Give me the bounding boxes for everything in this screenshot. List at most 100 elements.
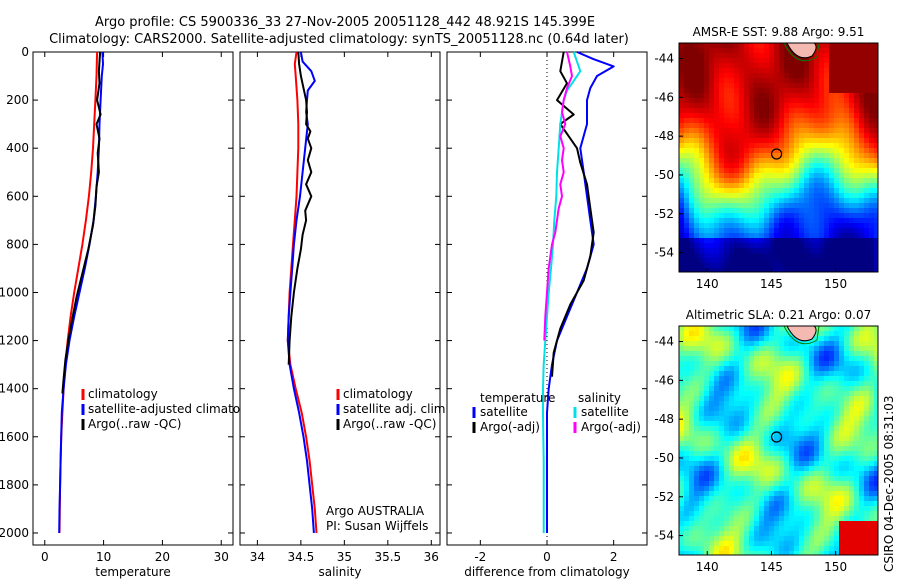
sla-map-cell bbox=[839, 511, 845, 517]
sst-map-cell bbox=[799, 93, 805, 99]
sst-map-cell bbox=[839, 233, 845, 239]
sla-map-cell bbox=[694, 326, 700, 332]
sla-map-cell bbox=[774, 356, 780, 362]
sla-map-cell bbox=[749, 366, 755, 372]
sst-map-cell bbox=[809, 78, 815, 84]
sst-map-cell bbox=[714, 103, 720, 109]
sst-map-cell bbox=[794, 73, 800, 79]
sla-map-cell bbox=[699, 366, 705, 372]
sla-map-cell bbox=[689, 521, 695, 527]
sst-map-cell bbox=[784, 213, 790, 219]
sla-map-cell bbox=[814, 421, 820, 427]
sla-map-cell bbox=[779, 376, 785, 382]
sla-map-cell bbox=[744, 366, 750, 372]
sla-map-cell bbox=[719, 336, 725, 342]
sst-map-cell bbox=[724, 73, 730, 79]
sst-map-cell bbox=[699, 198, 705, 204]
sla-map-cell bbox=[679, 371, 685, 377]
sla-map-cell bbox=[789, 421, 795, 427]
sst-map-y-tick-label: -54 bbox=[654, 246, 674, 260]
sla-map-cell bbox=[724, 341, 730, 347]
sst-map-cell bbox=[829, 193, 835, 199]
temperature-x-axis-label: temperature bbox=[95, 565, 170, 579]
sla-map-cell bbox=[794, 346, 800, 352]
sla-map-cell bbox=[684, 486, 690, 492]
sst-map-cell bbox=[824, 233, 830, 239]
sst-map-cell bbox=[799, 78, 805, 84]
sst-map-cell bbox=[679, 123, 685, 129]
sst-map-cell bbox=[759, 148, 765, 154]
sst-map-cell bbox=[789, 78, 795, 84]
sla-map-cell bbox=[709, 476, 715, 482]
sst-map-cell bbox=[729, 143, 735, 149]
sla-map-cell bbox=[754, 421, 760, 427]
sst-map-y-tick-label: -44 bbox=[654, 52, 674, 66]
sla-map-cell bbox=[854, 521, 860, 527]
sst-map-cell bbox=[824, 78, 830, 84]
sla-map-cell bbox=[724, 386, 730, 392]
sla-map-cell bbox=[759, 376, 765, 382]
sla-map-cell bbox=[869, 331, 875, 337]
sla-map-cell bbox=[819, 361, 825, 367]
sla-map-cell bbox=[824, 331, 830, 337]
sst-map-cell bbox=[774, 43, 780, 49]
sst-map-cell bbox=[774, 158, 780, 164]
sla-map-cell bbox=[764, 436, 770, 442]
sst-map-cell bbox=[739, 163, 745, 169]
sst-map-cell bbox=[689, 108, 695, 114]
sla-map-cell bbox=[824, 501, 830, 507]
sla-map-cell bbox=[834, 506, 840, 512]
sst-map-cell bbox=[814, 58, 820, 64]
sla-map-cell bbox=[859, 531, 865, 537]
sst-map-cell bbox=[769, 213, 775, 219]
sst-map-cell bbox=[764, 198, 770, 204]
sla-map-cell bbox=[809, 486, 815, 492]
sla-map-cell bbox=[699, 501, 705, 507]
sst-map-cell bbox=[814, 138, 820, 144]
depth-tick-label: 0 bbox=[21, 45, 29, 59]
sst-map-cell bbox=[684, 148, 690, 154]
sla-map-cell bbox=[834, 541, 840, 547]
sst-map-cell bbox=[689, 243, 695, 249]
sla-map-cell bbox=[729, 486, 735, 492]
sst-map-cell bbox=[794, 183, 800, 189]
sst-map-cell bbox=[689, 188, 695, 194]
sla-map-cell bbox=[704, 336, 710, 342]
sla-map-cell bbox=[829, 356, 835, 362]
sla-map-cell bbox=[704, 551, 710, 556]
sla-map-cell bbox=[869, 486, 875, 492]
sla-map-cell bbox=[794, 351, 800, 357]
sst-map-cell bbox=[809, 128, 815, 134]
sla-map-cell bbox=[829, 386, 835, 392]
sst-map-cell bbox=[824, 73, 830, 79]
sst-map-cell bbox=[849, 143, 855, 149]
sst-map-cell bbox=[679, 183, 685, 189]
sla-map-cell bbox=[754, 386, 760, 392]
sla-map-cell bbox=[714, 436, 720, 442]
sla-map-cell bbox=[734, 476, 740, 482]
sla-map-cell bbox=[729, 476, 735, 482]
sla-map-cell bbox=[699, 491, 705, 497]
sla-map-cell bbox=[679, 491, 685, 497]
sst-map-cell bbox=[764, 98, 770, 104]
sla-map-cell bbox=[709, 391, 715, 397]
sst-map-cell bbox=[679, 263, 685, 269]
sst-map-cell bbox=[794, 188, 800, 194]
sst-map-cell bbox=[784, 203, 790, 209]
sla-map-cell bbox=[719, 361, 725, 367]
sla-map-cell bbox=[794, 356, 800, 362]
sst-map-cell bbox=[744, 223, 750, 229]
sst-map-cell bbox=[694, 123, 700, 129]
sst-map-cell bbox=[839, 188, 845, 194]
sst-map-cell bbox=[679, 138, 685, 144]
sst-map-cell bbox=[814, 268, 820, 273]
sst-map-cell bbox=[709, 193, 715, 199]
sst-map-cell bbox=[704, 188, 710, 194]
sst-map-cell bbox=[829, 128, 835, 134]
sla-map-cell bbox=[704, 511, 710, 517]
sla-map-cell bbox=[759, 526, 765, 532]
sst-map-cell bbox=[809, 58, 815, 64]
sla-map-cell bbox=[854, 331, 860, 337]
sst-map-cell bbox=[704, 248, 710, 254]
sla-map-cell bbox=[734, 516, 740, 522]
